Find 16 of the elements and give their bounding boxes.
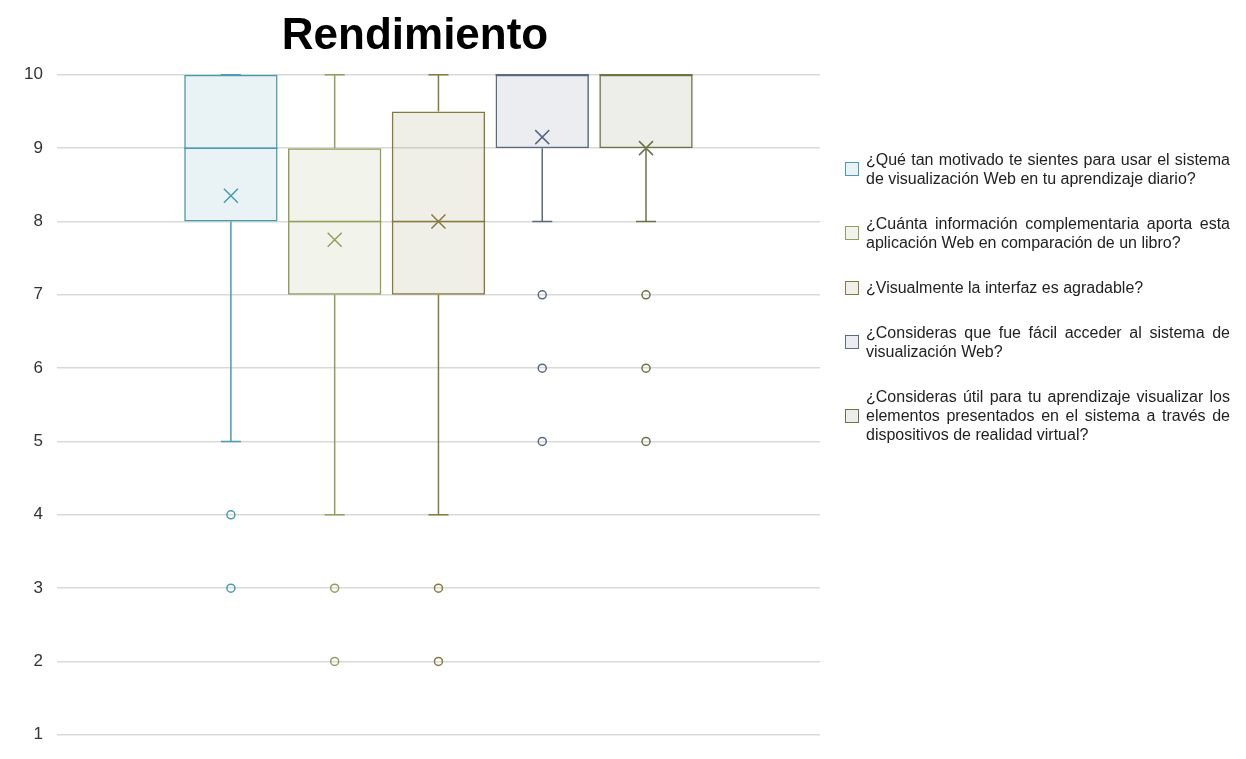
y-tick-label: 10 xyxy=(23,64,43,84)
y-tick-label: 9 xyxy=(33,137,43,157)
legend-label: ¿Qué tan motivado te sientes para usar el sistema de visualización Web en tu aprendizaje diario? xyxy=(866,150,1230,188)
legend-label: ¿Cuánta información complementaria aporta esta aplicación Web en comparación de un libro? xyxy=(866,214,1230,252)
y-tick-label: 7 xyxy=(33,284,43,304)
legend-label: ¿Consideras que fue fácil acceder al sistema de visualización Web? xyxy=(866,323,1230,361)
y-tick-label: 5 xyxy=(33,431,43,451)
y-tick-label: 2 xyxy=(33,651,43,671)
chart-title: Rendimiento xyxy=(281,8,549,58)
legend-label: ¿Visualmente la interfaz es agradable? xyxy=(866,278,1144,297)
y-tick-label: 1 xyxy=(33,724,43,744)
y-tick-label: 3 xyxy=(33,577,43,597)
legend-label: ¿Consideras útil para tu aprendizaje visualizar los elementos presentados en el sistema a través de dispositivos de realidad virtual? xyxy=(866,387,1230,444)
y-tick-label: 4 xyxy=(33,504,43,524)
y-tick-label: 8 xyxy=(33,211,43,231)
y-tick-label: 6 xyxy=(33,357,43,377)
